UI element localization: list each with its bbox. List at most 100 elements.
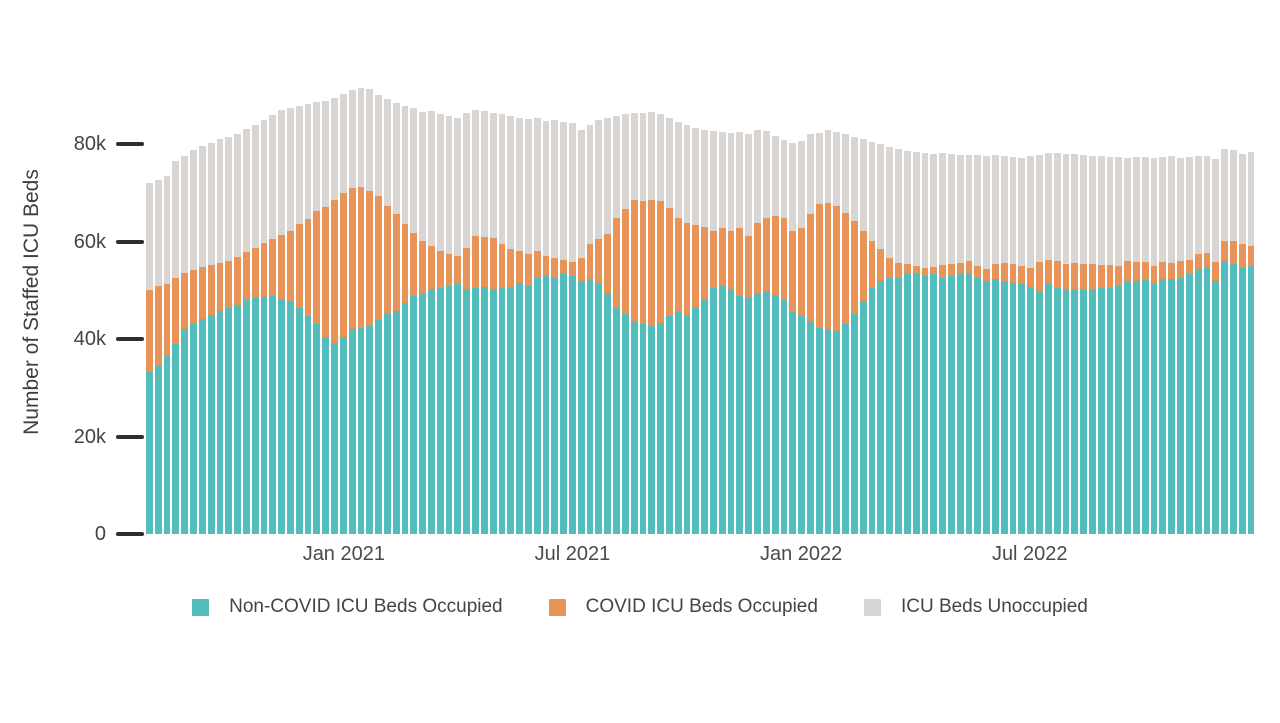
bar[interactable] bbox=[533, 81, 541, 534]
bar[interactable] bbox=[754, 81, 761, 534]
bar[interactable] bbox=[586, 81, 594, 534]
bar[interactable] bbox=[710, 81, 717, 534]
bar[interactable] bbox=[551, 81, 559, 534]
bar[interactable] bbox=[225, 81, 233, 534]
bar[interactable] bbox=[947, 81, 955, 534]
bar[interactable] bbox=[1212, 81, 1220, 534]
bar[interactable] bbox=[806, 81, 814, 534]
bar[interactable] bbox=[516, 81, 523, 534]
bar[interactable] bbox=[1027, 81, 1035, 534]
bar[interactable] bbox=[965, 81, 973, 534]
bar[interactable] bbox=[190, 81, 197, 534]
bar[interactable] bbox=[851, 81, 858, 534]
bar[interactable] bbox=[877, 81, 885, 534]
bar[interactable] bbox=[921, 81, 929, 534]
bar[interactable] bbox=[665, 81, 673, 534]
bar[interactable] bbox=[436, 81, 444, 534]
bar[interactable] bbox=[1080, 81, 1087, 534]
bar[interactable] bbox=[304, 81, 312, 534]
bar[interactable] bbox=[1009, 81, 1017, 534]
bar[interactable] bbox=[1018, 81, 1026, 534]
bar[interactable] bbox=[278, 81, 285, 534]
bar[interactable] bbox=[824, 81, 832, 534]
bar[interactable] bbox=[1071, 81, 1079, 534]
bar[interactable] bbox=[621, 81, 629, 534]
bar[interactable] bbox=[983, 81, 990, 534]
bar[interactable] bbox=[260, 81, 268, 534]
bar[interactable] bbox=[1229, 81, 1237, 534]
legend-item[interactable]: ICU Beds Unoccupied bbox=[863, 596, 1088, 618]
bar[interactable] bbox=[657, 81, 664, 534]
bar[interactable] bbox=[762, 81, 770, 534]
bar[interactable] bbox=[903, 81, 911, 534]
bar[interactable] bbox=[172, 81, 180, 534]
bar[interactable] bbox=[1036, 81, 1043, 534]
bar[interactable] bbox=[683, 81, 691, 534]
bar[interactable] bbox=[895, 81, 902, 534]
bar[interactable] bbox=[401, 81, 409, 534]
bar[interactable] bbox=[463, 81, 471, 534]
bar[interactable] bbox=[498, 81, 506, 534]
bar[interactable] bbox=[956, 81, 964, 534]
bar[interactable] bbox=[1194, 81, 1202, 534]
bar[interactable] bbox=[392, 81, 400, 534]
bar[interactable] bbox=[727, 81, 735, 534]
bar[interactable] bbox=[287, 81, 294, 534]
bar[interactable] bbox=[569, 81, 576, 534]
bar[interactable] bbox=[780, 81, 788, 534]
bar[interactable] bbox=[868, 81, 876, 534]
bar[interactable] bbox=[1062, 81, 1070, 534]
bar[interactable] bbox=[1053, 81, 1061, 534]
bar[interactable] bbox=[833, 81, 841, 534]
bar[interactable] bbox=[1221, 81, 1228, 534]
bar[interactable] bbox=[1203, 81, 1211, 534]
bar[interactable] bbox=[1097, 81, 1105, 534]
bar[interactable] bbox=[269, 81, 277, 534]
bar[interactable] bbox=[1000, 81, 1008, 534]
bar[interactable] bbox=[216, 81, 224, 534]
bar[interactable] bbox=[859, 81, 867, 534]
bar[interactable] bbox=[322, 81, 330, 534]
bar[interactable] bbox=[798, 81, 805, 534]
bar[interactable] bbox=[560, 81, 567, 534]
bar[interactable] bbox=[789, 81, 797, 534]
bar[interactable] bbox=[1106, 81, 1114, 534]
bar[interactable] bbox=[542, 81, 550, 534]
bar[interactable] bbox=[930, 81, 938, 534]
bar[interactable] bbox=[630, 81, 638, 534]
bar[interactable] bbox=[472, 81, 479, 534]
bar[interactable] bbox=[242, 81, 250, 534]
bar[interactable] bbox=[234, 81, 241, 534]
bar[interactable] bbox=[445, 81, 453, 534]
bar[interactable] bbox=[577, 81, 585, 534]
legend-item[interactable]: Non-COVID ICU Beds Occupied bbox=[192, 596, 503, 618]
bar[interactable] bbox=[146, 81, 153, 534]
bar[interactable] bbox=[1185, 81, 1193, 534]
bar[interactable] bbox=[692, 81, 700, 534]
bar[interactable] bbox=[366, 81, 374, 534]
bar[interactable] bbox=[604, 81, 612, 534]
bar[interactable] bbox=[701, 81, 708, 534]
bar[interactable] bbox=[745, 81, 753, 534]
bar[interactable] bbox=[648, 81, 656, 534]
bar[interactable] bbox=[313, 81, 321, 534]
bar[interactable] bbox=[524, 81, 532, 534]
bar[interactable] bbox=[1238, 81, 1246, 534]
bar[interactable] bbox=[1115, 81, 1123, 534]
bar[interactable] bbox=[992, 81, 999, 534]
bar[interactable] bbox=[480, 81, 488, 534]
bar[interactable] bbox=[912, 81, 920, 534]
bar[interactable] bbox=[410, 81, 418, 534]
bar[interactable] bbox=[295, 81, 303, 534]
bar[interactable] bbox=[842, 81, 849, 534]
bar[interactable] bbox=[1044, 81, 1052, 534]
bar[interactable] bbox=[1247, 81, 1255, 534]
bar[interactable] bbox=[181, 81, 189, 534]
bar[interactable] bbox=[383, 81, 391, 534]
bar[interactable] bbox=[198, 81, 206, 534]
bar[interactable] bbox=[674, 81, 682, 534]
bar[interactable] bbox=[1124, 81, 1131, 534]
bar[interactable] bbox=[815, 81, 823, 534]
bar[interactable] bbox=[736, 81, 744, 534]
bar[interactable] bbox=[507, 81, 515, 534]
